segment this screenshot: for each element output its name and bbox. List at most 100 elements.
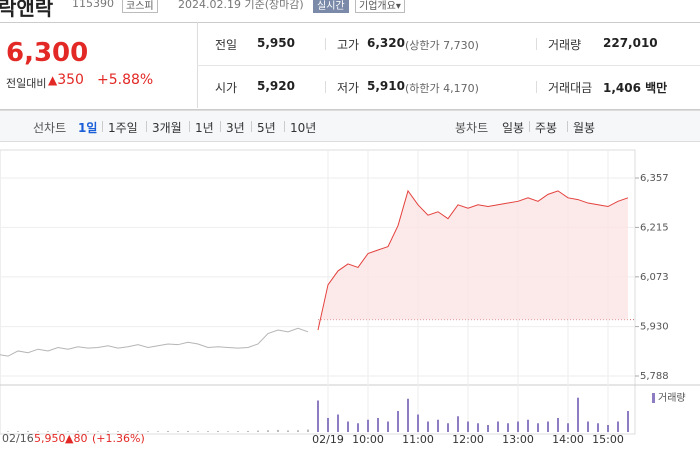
chart: 5,788 5,930 6,073 6,215 6,357 02/19 10:00 11:00… (0, 149, 700, 446)
volume-bar (277, 429, 279, 432)
volume-bar (37, 431, 39, 432)
y-tick-label: 5,788 (640, 371, 669, 382)
volume-bar (237, 431, 239, 432)
footer-close: 5,950 (34, 432, 66, 445)
tab-separator (146, 121, 147, 132)
footer-date: 02/16 (2, 432, 34, 445)
change-label: 전일대비 (6, 77, 47, 90)
volume-bar (577, 397, 579, 432)
volume-bar (197, 431, 199, 432)
volume-bar (297, 430, 299, 432)
tab[interactable]: 1주일 (108, 121, 138, 135)
tab[interactable]: 1년 (195, 121, 214, 135)
stat-label: 고가 (337, 38, 360, 52)
tab[interactable]: 1일 (78, 121, 98, 135)
volume-bar (267, 430, 269, 432)
company-dropdown[interactable]: 기업개요▾ (355, 0, 405, 13)
y-tick-label: 6,215 (640, 222, 669, 233)
divider (325, 81, 326, 93)
change-rate: +5.88% (97, 72, 154, 88)
volume-bar (597, 423, 599, 432)
change: ▲350 (48, 72, 84, 88)
company-label: 기업개요 (359, 1, 396, 12)
stat-value: 227,010 (603, 36, 658, 50)
volume-bar (327, 418, 329, 432)
volume-bar (127, 431, 129, 432)
volume-bar (537, 423, 539, 432)
y-tick-label: 5,930 (640, 322, 669, 333)
tab[interactable]: 주봉 (535, 121, 558, 135)
volume-bar (627, 411, 629, 432)
volume-bar (337, 414, 339, 432)
volume-bar (377, 418, 379, 432)
tab[interactable]: 3년 (226, 121, 245, 135)
volume-bar (607, 425, 609, 432)
volume-bar (397, 411, 399, 432)
volume-bar (497, 421, 499, 432)
volume-bar (387, 421, 389, 432)
volume-bar (567, 423, 569, 432)
stat-note: (하한가 4,170) (405, 82, 479, 95)
y-tick-label: 6,073 (640, 272, 669, 283)
tab[interactable]: 5년 (257, 121, 276, 135)
volume-bar (157, 431, 159, 432)
volume-bar (457, 416, 459, 432)
volume-bar (137, 430, 139, 432)
volume-bar (507, 423, 509, 432)
volume-bar (437, 419, 439, 432)
volume-bar (357, 423, 359, 432)
area (318, 190, 628, 331)
footer-change-value: 80 (73, 432, 88, 445)
volume-bar (307, 429, 309, 432)
volume-bar (467, 421, 469, 432)
quote-box (0, 22, 700, 110)
volume-bar (317, 400, 319, 432)
realtime-badge[interactable]: 실시간 (313, 0, 349, 13)
tab-separator (220, 121, 221, 132)
tab-separator (102, 121, 103, 132)
stat-label: 저가 (337, 81, 360, 95)
volume-bar (587, 421, 589, 432)
tab[interactable]: 일봉 (502, 121, 525, 135)
x-tick-label: 12:00 (452, 433, 484, 446)
x-tick-label: 13:00 (502, 433, 534, 446)
volume-bar (87, 431, 89, 432)
volume-bar (487, 425, 489, 432)
volume-bar (187, 430, 189, 432)
volume-bar (167, 430, 169, 432)
volume-bar (207, 431, 209, 432)
tab-separator (567, 121, 568, 132)
volume-bar (107, 430, 109, 432)
tab[interactable]: 10년 (290, 121, 317, 135)
volume-bar (57, 430, 59, 432)
volume-bar (617, 421, 619, 432)
stat-value: 5,950 (257, 36, 295, 50)
tab-separator (251, 121, 252, 132)
stat-label: 시가 (215, 81, 238, 95)
tab-separator (529, 121, 530, 132)
y-tick-label: 6,357 (640, 173, 669, 184)
chart-tabs: 선차트 1일 1주일 3개월 1년 3년 5년 10년 봉차트 일봉 주봉 월봉 (0, 110, 700, 142)
price: 6,300 (6, 38, 89, 68)
stat-value: 5,920 (257, 79, 295, 93)
volume-bar (67, 431, 69, 432)
volume-bar (177, 431, 179, 432)
price-line (317, 189, 629, 331)
volume-bar (7, 431, 9, 432)
volume-bar (47, 431, 49, 432)
stat-value: 6,320 (367, 36, 405, 50)
x-tick-label: 10:00 (352, 433, 384, 446)
tab[interactable]: 3개월 (152, 121, 182, 135)
stat-value: 1,406 백만 (603, 81, 668, 95)
divider (197, 65, 700, 66)
tab[interactable]: 월봉 (573, 121, 596, 135)
x-tick-label: 02/19 (312, 433, 344, 446)
stat-note: (상한가 7,730) (405, 39, 479, 52)
divider (536, 81, 537, 93)
volume-bar (347, 421, 349, 432)
volume-bar (117, 431, 119, 432)
volume-bar (477, 423, 479, 432)
stat-label: 전일 (215, 38, 238, 52)
volume-bar (527, 419, 529, 432)
